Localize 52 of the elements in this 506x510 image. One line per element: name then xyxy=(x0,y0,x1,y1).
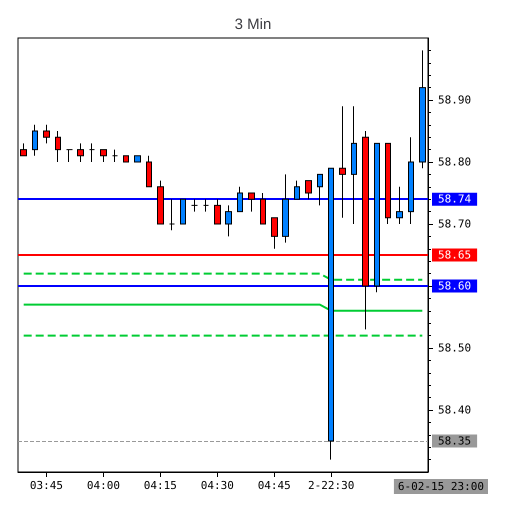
candlestick xyxy=(134,155,141,162)
candlestick xyxy=(339,106,346,218)
candlestick xyxy=(191,198,198,212)
candlestick xyxy=(271,217,278,250)
candlestick xyxy=(66,149,73,162)
candlestick xyxy=(294,180,300,200)
y-tick-label: 58.90 xyxy=(438,94,472,106)
ref-line-label: 58.74 xyxy=(438,192,472,206)
candlestick xyxy=(419,50,426,169)
y-tick-label: 58.40 xyxy=(438,404,472,416)
candlestick xyxy=(180,198,186,224)
y-tick-label: 58.50 xyxy=(438,342,472,354)
x-tick-label: 03:45 xyxy=(30,479,64,492)
candlestick xyxy=(237,186,243,212)
candlestick xyxy=(89,142,95,162)
candlestick xyxy=(328,168,334,460)
candlestick xyxy=(20,142,27,156)
candlestick xyxy=(214,198,221,224)
candlestick xyxy=(351,106,357,224)
candlestick xyxy=(43,124,50,144)
candlestick xyxy=(282,174,289,244)
y-tick-label: 58.70 xyxy=(438,218,472,230)
x-tick-label: 04:45 xyxy=(258,479,291,492)
ref-line-label: 58.35 xyxy=(438,434,472,448)
candlestick xyxy=(374,142,380,293)
candlestick xyxy=(77,142,84,162)
candlestick xyxy=(100,149,107,162)
candlestick xyxy=(32,124,38,156)
y-tick-label: 58.80 xyxy=(438,156,472,168)
x-tick-label: 2-22:30 xyxy=(308,479,354,492)
candlestick xyxy=(408,136,414,224)
x-tick-label: 04:00 xyxy=(86,479,120,492)
candlestick xyxy=(169,198,175,231)
candlestick xyxy=(123,155,129,162)
candlestick xyxy=(317,174,323,206)
candlestick xyxy=(146,155,152,188)
candlestick xyxy=(260,192,266,224)
candlestick xyxy=(248,192,255,212)
candlestick xyxy=(112,149,118,162)
candlestick xyxy=(55,130,61,162)
candlestick xyxy=(396,186,403,224)
candlestick xyxy=(305,180,312,200)
candlestick xyxy=(225,204,232,237)
candlestick xyxy=(385,142,391,224)
ref-line-label: 58.60 xyxy=(438,280,472,292)
x-tick-label: 04:30 xyxy=(200,479,234,492)
text: 6-02-15 23:00 xyxy=(398,480,484,493)
chart-title: 3 Min xyxy=(234,16,272,33)
candlestick xyxy=(157,180,164,224)
ref-line-label: 58.65 xyxy=(438,248,472,262)
candlestick xyxy=(203,198,209,212)
x-tick-label: 04:15 xyxy=(144,479,177,492)
